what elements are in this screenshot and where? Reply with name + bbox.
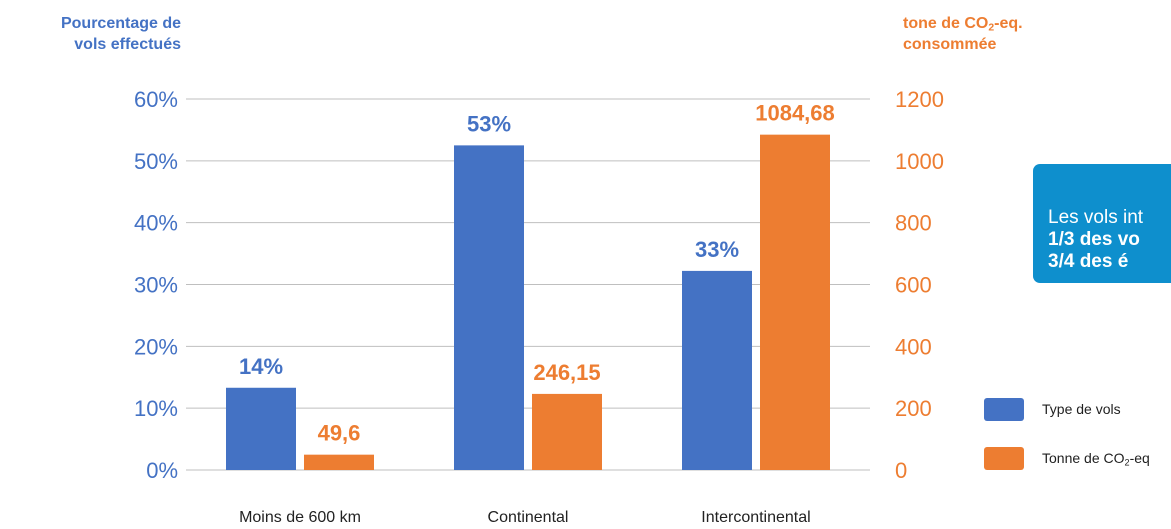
right-axis-title-sub: 2 xyxy=(988,22,995,34)
left-axis-title-line1: Pourcentage de xyxy=(60,15,181,32)
right-tick-label: 600 xyxy=(895,273,932,298)
legend-label-tonne-co2-pre: Tonne de CO xyxy=(1042,450,1125,466)
right-tick-label: 0 xyxy=(895,458,907,483)
callout-box: Les vols int 1/3 des vo 3/4 des é xyxy=(1033,164,1171,283)
legend-item-type-de-vols: Type de vols xyxy=(984,397,1121,421)
legend-label-type-de-vols: Type de vols xyxy=(1042,401,1121,417)
left-tick-label: 20% xyxy=(134,334,178,359)
left-tick-label: 10% xyxy=(134,396,178,421)
right-tick-label: 400 xyxy=(895,334,932,359)
callout-line1: Les vols int xyxy=(1048,207,1144,228)
legend-label-tonne-co2-post: -eq xyxy=(1129,450,1150,466)
data-label-tonne-co2: 1084,68 xyxy=(755,101,835,126)
category-label: Intercontinental xyxy=(701,509,810,526)
data-label-type-de-vols: 53% xyxy=(467,111,511,136)
right-axis-title-line1: tone de CO2-eq. xyxy=(903,13,1023,34)
right-tick-label: 800 xyxy=(895,211,932,236)
right-axis-title-line2: consommée xyxy=(903,36,997,53)
category-label: Continental xyxy=(488,509,569,526)
right-axis-title-post: -eq. xyxy=(994,15,1023,32)
legend-swatch-orange xyxy=(984,446,1024,470)
category-label: Moins de 600 km xyxy=(239,509,361,526)
left-tick-label: 50% xyxy=(134,149,178,174)
legend-label-tonne-co2: Tonne de CO2-eq xyxy=(1042,450,1150,468)
callout-line3: 3/4 des é xyxy=(1048,251,1129,272)
right-tick-label: 1200 xyxy=(895,87,944,112)
data-label-type-de-vols: 14% xyxy=(239,354,283,379)
left-tick-label: 0% xyxy=(146,458,178,483)
data-label-type-de-vols: 33% xyxy=(695,237,739,262)
left-axis-title-line2: vols effectués xyxy=(74,36,181,53)
right-tick-label: 1000 xyxy=(895,149,944,174)
left-tick-label: 40% xyxy=(134,211,178,236)
left-axis-title: Pourcentage de vols effectués xyxy=(18,13,181,55)
bar-type-de-vols xyxy=(454,145,524,470)
left-tick-label: 30% xyxy=(134,273,178,298)
bar-tonne-co2 xyxy=(760,134,830,470)
legend-swatch-blue xyxy=(984,397,1024,421)
bar-type-de-vols xyxy=(682,270,752,470)
bar-tonne-co2 xyxy=(532,393,602,470)
data-label-tonne-co2: 246,15 xyxy=(533,360,600,385)
callout-line2: 1/3 des vo xyxy=(1048,229,1140,250)
legend-item-tonne-co2: Tonne de CO2-eq xyxy=(984,446,1150,470)
bar-tonne-co2 xyxy=(304,454,374,470)
right-axis-title: tone de CO2-eq. consommée xyxy=(903,13,1023,55)
legend-label-tonne-co2-sub: 2 xyxy=(1124,457,1130,468)
right-tick-label: 200 xyxy=(895,396,932,421)
bar-type-de-vols xyxy=(226,387,296,470)
right-axis-title-pre: tone de CO xyxy=(903,15,989,32)
data-label-tonne-co2: 49,6 xyxy=(318,421,361,446)
left-tick-label: 60% xyxy=(134,87,178,112)
